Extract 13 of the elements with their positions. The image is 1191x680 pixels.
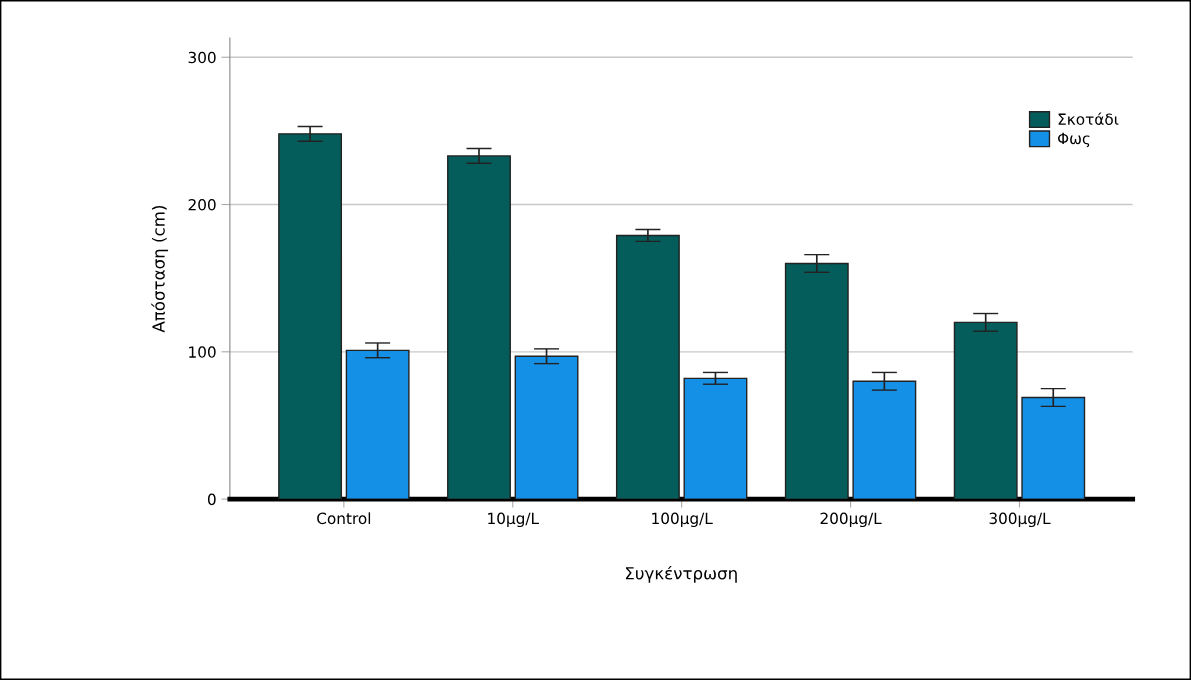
legend-label: Φως [1057, 132, 1090, 148]
y-axis-title: Απόσταση (cm) [151, 206, 169, 333]
x-tick-label: 300µg/L [989, 512, 1051, 528]
y-tick-label: 0 [207, 493, 216, 506]
legend-label: Σκοτάδι [1058, 112, 1119, 125]
x-tick-label: 10µg/L [488, 512, 539, 528]
x-tick-label: 200µg/L [820, 512, 882, 528]
y-tick-label: 300 [188, 51, 216, 64]
y-tick-label: 200 [188, 198, 216, 211]
x-tick-label: 100µg/L [652, 512, 713, 528]
x-tick-label: Control [317, 512, 371, 525]
y-tick-label: 100 [189, 346, 216, 358]
x-axis-title: Συγκέντρωση [625, 565, 737, 583]
